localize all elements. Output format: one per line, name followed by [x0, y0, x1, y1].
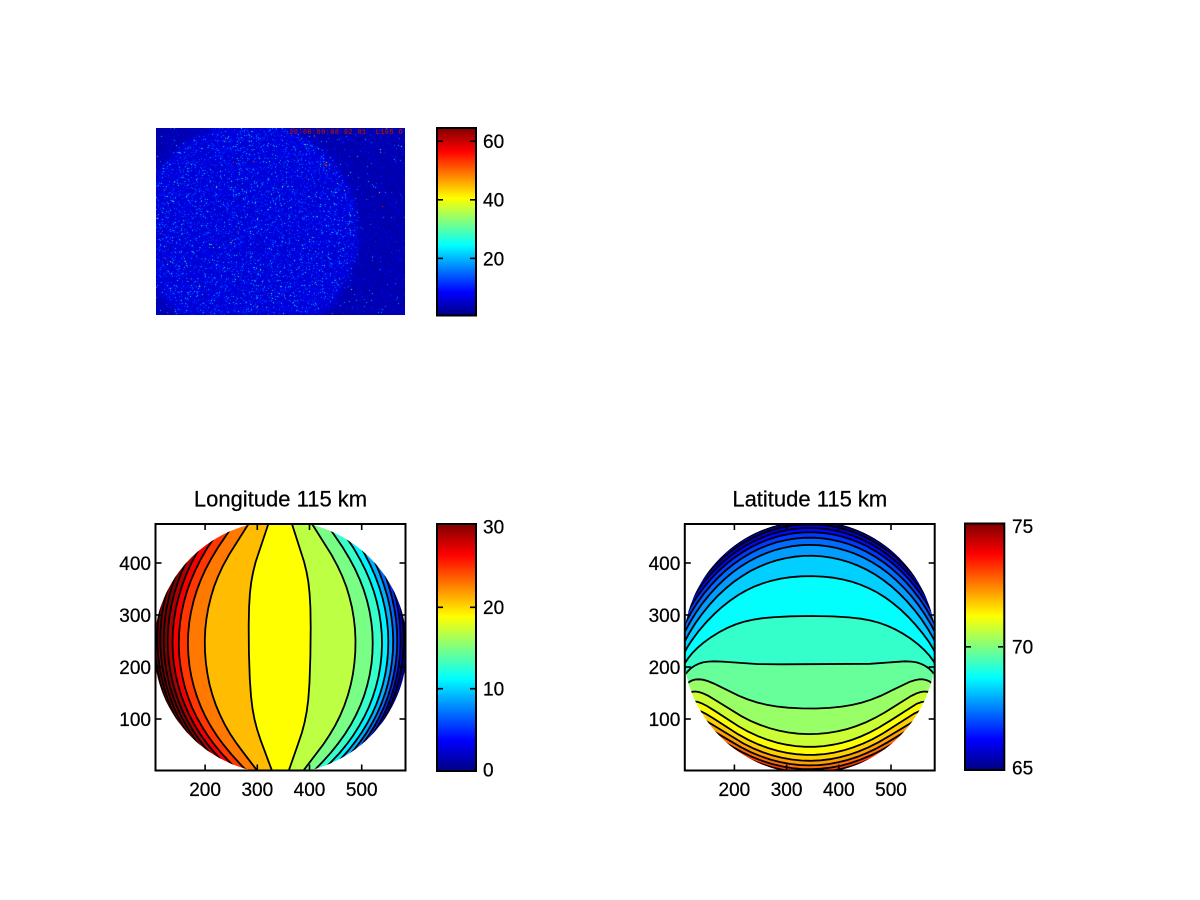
svg-text:60: 60: [483, 132, 504, 153]
svg-text:0: 0: [483, 760, 494, 781]
svg-text:500: 500: [346, 780, 378, 801]
svg-text:300: 300: [649, 606, 681, 627]
svg-text:400: 400: [119, 554, 151, 575]
svg-text:400: 400: [649, 554, 681, 575]
svg-text:65: 65: [1012, 759, 1033, 780]
svg-text:200: 200: [649, 658, 681, 679]
svg-text:300: 300: [771, 780, 803, 801]
svg-text:200: 200: [189, 780, 221, 801]
svg-text:Latitude 115 km: Latitude 115 km: [732, 487, 887, 512]
svg-text:70: 70: [1012, 638, 1033, 659]
svg-text:40: 40: [483, 191, 504, 212]
svg-text:100: 100: [649, 710, 681, 731]
svg-text:75: 75: [1012, 517, 1033, 538]
svg-text:30: 30: [483, 517, 504, 538]
svg-text:400: 400: [823, 780, 855, 801]
svg-text:10: 10: [483, 680, 504, 701]
svg-text:300: 300: [241, 780, 273, 801]
svg-text:Longitude 115 km: Longitude 115 km: [194, 487, 367, 512]
svg-text:400: 400: [294, 780, 326, 801]
svg-text:20: 20: [483, 598, 504, 619]
svg-text:100: 100: [119, 710, 151, 731]
svg-text:300: 300: [119, 606, 151, 627]
svg-text:200: 200: [719, 780, 751, 801]
svg-text:200: 200: [119, 658, 151, 679]
svg-text:20: 20: [483, 249, 504, 270]
svg-text:500: 500: [875, 780, 907, 801]
